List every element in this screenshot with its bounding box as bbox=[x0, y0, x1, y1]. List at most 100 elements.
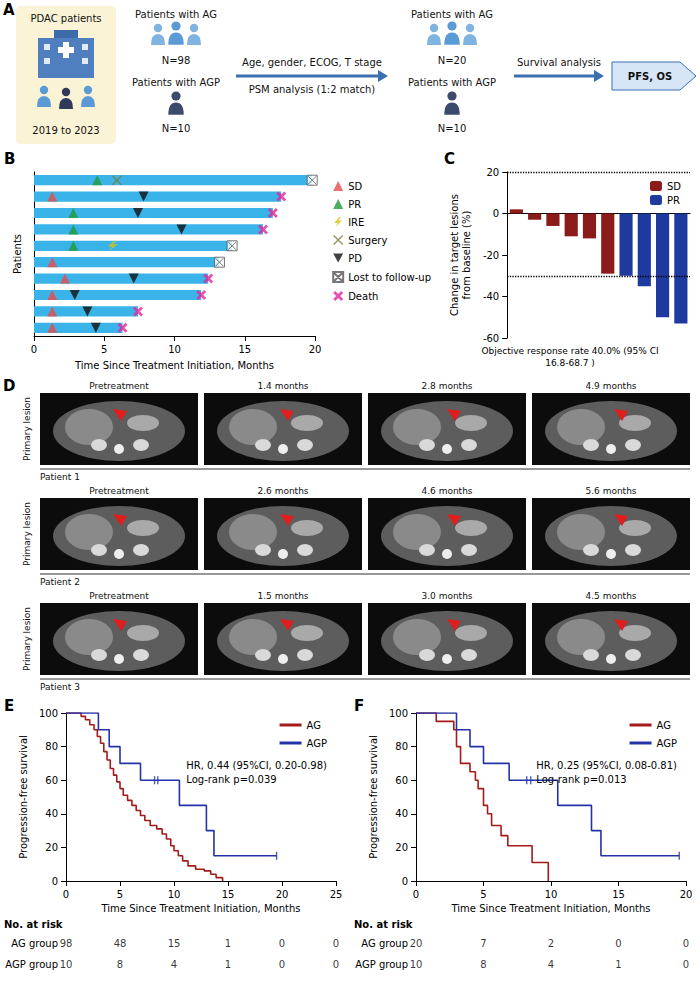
svg-text:HR, 0.25 (95%CI, 0.08-0.81): HR, 0.25 (95%CI, 0.08-0.81) bbox=[536, 760, 677, 771]
svg-text:Time Since Treatment Initiatio: Time Since Treatment Initiation, Months bbox=[74, 360, 274, 371]
svg-text:PFS, OS: PFS, OS bbox=[628, 71, 672, 82]
svg-text:0: 0 bbox=[493, 208, 499, 219]
svg-text:AGP group: AGP group bbox=[5, 959, 58, 970]
svg-text:16.8-68.7 ): 16.8-68.7 ) bbox=[545, 358, 595, 368]
svg-text:Log-rank p=0.013: Log-rank p=0.013 bbox=[536, 774, 626, 785]
svg-text:1: 1 bbox=[225, 938, 231, 949]
svg-text:80: 80 bbox=[395, 741, 408, 752]
svg-text:8: 8 bbox=[480, 959, 486, 970]
svg-text:0: 0 bbox=[63, 889, 69, 900]
svg-text:10: 10 bbox=[168, 344, 181, 355]
svg-text:Pretreatment: Pretreatment bbox=[89, 381, 149, 391]
svg-text:1: 1 bbox=[225, 959, 231, 970]
svg-text:0: 0 bbox=[279, 938, 285, 949]
svg-text:4.5 months: 4.5 months bbox=[585, 591, 636, 601]
svg-text:10: 10 bbox=[410, 959, 423, 970]
svg-text:Pretreatment: Pretreatment bbox=[89, 486, 149, 496]
svg-text:1.4 months: 1.4 months bbox=[257, 381, 308, 391]
svg-text:2.8 months: 2.8 months bbox=[421, 381, 472, 391]
svg-text:20: 20 bbox=[309, 344, 322, 355]
svg-text:B: B bbox=[4, 150, 15, 168]
svg-text:15: 15 bbox=[222, 889, 235, 900]
svg-text:20: 20 bbox=[680, 889, 693, 900]
svg-text:5.6 months: 5.6 months bbox=[585, 486, 636, 496]
svg-text:PR: PR bbox=[667, 195, 680, 206]
svg-text:20: 20 bbox=[395, 842, 408, 853]
svg-text:7: 7 bbox=[480, 938, 486, 949]
svg-text:8: 8 bbox=[117, 959, 123, 970]
svg-text:-20: -20 bbox=[483, 250, 499, 261]
svg-text:AGP: AGP bbox=[307, 738, 327, 749]
svg-text:0: 0 bbox=[413, 889, 419, 900]
svg-text:4.9 months: 4.9 months bbox=[585, 381, 636, 391]
svg-text:0: 0 bbox=[402, 876, 408, 887]
svg-text:0: 0 bbox=[333, 959, 339, 970]
svg-text:1: 1 bbox=[615, 959, 621, 970]
svg-text:A: A bbox=[3, 1, 15, 19]
svg-text:N=20: N=20 bbox=[438, 55, 467, 66]
svg-text:Patients with AG: Patients with AG bbox=[135, 9, 217, 20]
svg-text:Primary lesion: Primary lesion bbox=[22, 397, 32, 461]
svg-text:SD: SD bbox=[667, 181, 681, 192]
svg-text:5: 5 bbox=[480, 889, 486, 900]
svg-text:100: 100 bbox=[39, 708, 58, 719]
svg-text:10: 10 bbox=[545, 889, 558, 900]
svg-text:N=98: N=98 bbox=[162, 55, 191, 66]
svg-text:15: 15 bbox=[612, 889, 625, 900]
svg-text:-60: -60 bbox=[483, 333, 499, 344]
svg-text:AGP group: AGP group bbox=[355, 959, 408, 970]
svg-text:2: 2 bbox=[548, 938, 554, 949]
svg-text:0: 0 bbox=[683, 938, 689, 949]
svg-text:AG group: AG group bbox=[11, 938, 58, 949]
svg-text:IRE: IRE bbox=[348, 217, 364, 228]
svg-text:20: 20 bbox=[45, 842, 58, 853]
svg-text:40: 40 bbox=[395, 808, 408, 819]
svg-text:Patients with AGP: Patients with AGP bbox=[408, 77, 496, 88]
svg-text:Time Since Treatment Initiatio: Time Since Treatment Initiation, Months bbox=[101, 903, 301, 914]
svg-text:Patient 2: Patient 2 bbox=[40, 577, 80, 587]
svg-text:Patients with AGP: Patients with AGP bbox=[132, 77, 220, 88]
svg-text:4: 4 bbox=[548, 959, 554, 970]
svg-text:60: 60 bbox=[395, 775, 408, 786]
svg-text:No. at risk: No. at risk bbox=[4, 919, 63, 930]
svg-text:Survival analysis: Survival analysis bbox=[517, 57, 601, 68]
svg-text:4.6 months: 4.6 months bbox=[421, 486, 472, 496]
svg-text:2019 to 2023: 2019 to 2023 bbox=[32, 125, 99, 136]
svg-text:HR, 0.44 (95%CI, 0.20-0.98): HR, 0.44 (95%CI, 0.20-0.98) bbox=[186, 760, 327, 771]
svg-text:Patients with AG: Patients with AG bbox=[411, 9, 493, 20]
svg-text:Log-rank p=0.039: Log-rank p=0.039 bbox=[186, 774, 276, 785]
svg-text:10: 10 bbox=[60, 959, 73, 970]
svg-text:Progression-free survival: Progression-free survival bbox=[368, 735, 379, 859]
svg-text:Lost to follow-up: Lost to follow-up bbox=[348, 272, 431, 283]
svg-text:Primary lesion: Primary lesion bbox=[22, 607, 32, 671]
svg-text:-40: -40 bbox=[483, 291, 499, 302]
svg-text:100: 100 bbox=[389, 708, 408, 719]
svg-text:Patients: Patients bbox=[12, 234, 23, 274]
svg-text:F: F bbox=[354, 697, 364, 715]
svg-text:25: 25 bbox=[330, 889, 343, 900]
svg-text:C: C bbox=[444, 150, 455, 168]
svg-text:Surgery: Surgery bbox=[348, 235, 387, 246]
svg-text:PD: PD bbox=[348, 253, 362, 264]
svg-text:Change in target lesions: Change in target lesions bbox=[449, 194, 460, 316]
svg-text:Pretreatment: Pretreatment bbox=[89, 591, 149, 601]
svg-text:N=10: N=10 bbox=[438, 123, 467, 134]
svg-text:5: 5 bbox=[101, 344, 107, 355]
svg-text:AG: AG bbox=[307, 720, 321, 731]
svg-text:3.0 months: 3.0 months bbox=[421, 591, 472, 601]
svg-text:0: 0 bbox=[279, 959, 285, 970]
svg-text:0: 0 bbox=[52, 876, 58, 887]
svg-text:Age, gender, ECOG, T stage: Age, gender, ECOG, T stage bbox=[242, 57, 382, 68]
svg-text:2.6 months: 2.6 months bbox=[257, 486, 308, 496]
svg-text:15: 15 bbox=[238, 344, 251, 355]
svg-text:4: 4 bbox=[171, 959, 177, 970]
svg-text:E: E bbox=[4, 697, 14, 715]
svg-text:AGP: AGP bbox=[657, 738, 677, 749]
svg-text:20: 20 bbox=[276, 889, 289, 900]
svg-text:60: 60 bbox=[45, 775, 58, 786]
svg-text:98: 98 bbox=[60, 938, 73, 949]
svg-text:0: 0 bbox=[683, 959, 689, 970]
svg-text:1.5 months: 1.5 months bbox=[257, 591, 308, 601]
svg-text:N=10: N=10 bbox=[162, 123, 191, 134]
svg-text:10: 10 bbox=[168, 889, 181, 900]
